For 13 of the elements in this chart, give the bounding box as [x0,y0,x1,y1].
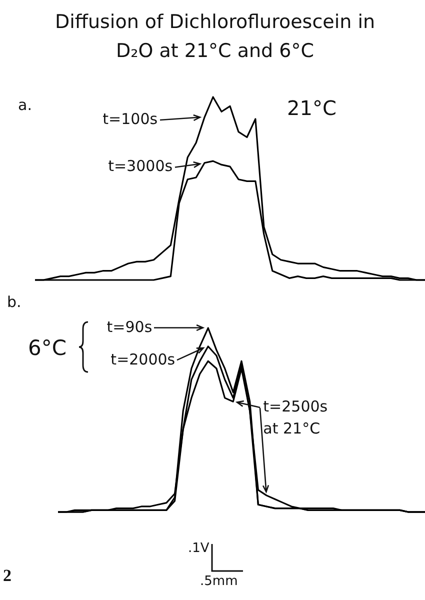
annotation: 6°C [28,336,67,360]
text: t=90s [106,318,152,336]
series-label: t=2500s at 21°C [263,397,328,438]
series-label: t=2000s [110,350,176,368]
series-label: t=3000s [108,156,173,175]
text: 2 [3,566,12,586]
chart-title: Diffusion of Dichlorofluroescein in D₂O at 21°C and 6°C [54,10,376,64]
text: b. [7,293,22,311]
annotation: a. [18,96,32,114]
annotation: 21°C [287,96,336,120]
text: .5mm [200,574,238,589]
text: .1V [188,541,210,556]
text: t=100s [102,110,158,128]
